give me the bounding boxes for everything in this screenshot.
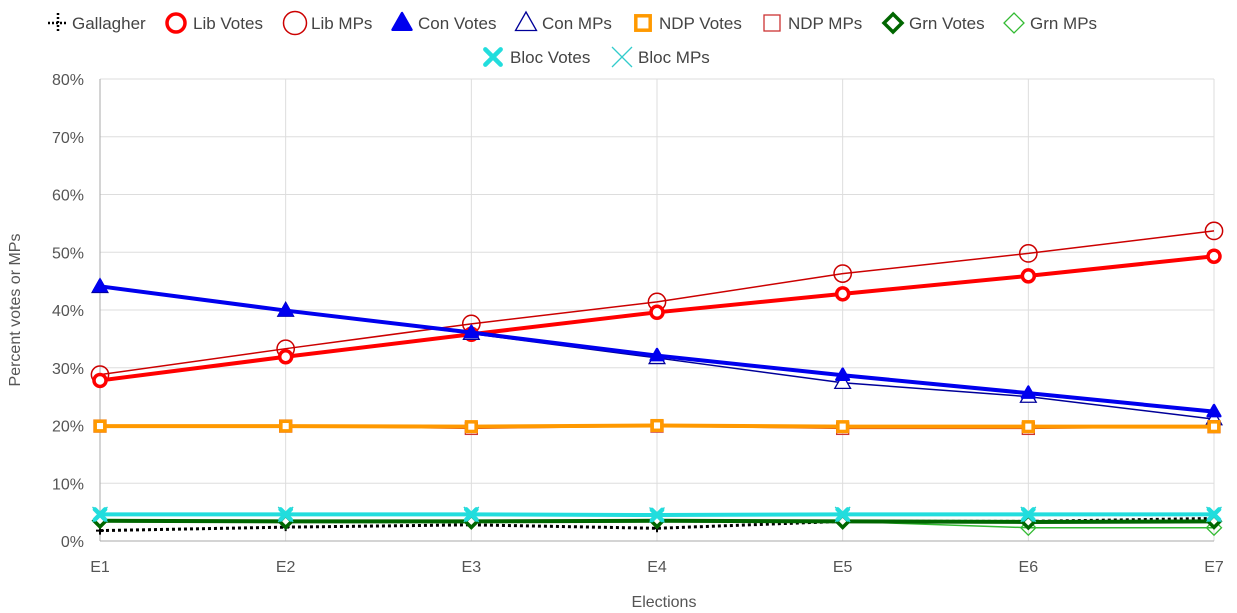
- data-point-con-votes: [835, 367, 851, 382]
- data-point-con-votes: [1020, 385, 1036, 399]
- data-point-con-votes: [278, 302, 294, 317]
- data-point-bloc-votes: [835, 507, 851, 522]
- data-point-grn-mps: [1205, 519, 1223, 537]
- data-point-ndp-votes: [650, 418, 664, 433]
- data-point-con-votes: [649, 347, 665, 362]
- data-point-ndp-votes: [464, 420, 478, 434]
- data-point-con-votes: [92, 278, 108, 293]
- data-point-con-votes: [463, 324, 479, 339]
- legend-marker-con-mps: [514, 10, 538, 32]
- series-ndp-votes: [93, 418, 1221, 434]
- axis-layer: 0% 10% 20% 30% 40% 50% 60% 70% 80% E1 E2 E3 E4 E5 E6 E7: [52, 72, 1224, 576]
- legend-label: Grn MPs: [1030, 14, 1097, 33]
- data-point-lib-mps: [1018, 244, 1038, 263]
- data-point-bloc-votes: [1206, 507, 1222, 522]
- data-point-bloc-votes: [463, 507, 479, 522]
- legend-item-gallagher[interactable]: Gallagher: [48, 13, 146, 33]
- y-axis-title: Percent votes or MPs: [7, 234, 24, 387]
- legend-marker-bloc-mps: [611, 46, 633, 68]
- series-layer: [90, 221, 1224, 537]
- legend-label: Lib MPs: [311, 14, 372, 33]
- y-tick-label: 70%: [52, 130, 84, 147]
- y-tick-label: 40%: [52, 303, 84, 320]
- legend-marker-lib-votes: [165, 12, 187, 34]
- legend-item-bloc-votes[interactable]: Bloc Votes: [483, 47, 590, 67]
- legend-item-grn-votes[interactable]: Grn Votes: [881, 11, 985, 35]
- legend-marker-grn-votes: [881, 11, 905, 35]
- legend-label: Bloc MPs: [638, 48, 710, 67]
- data-point-lib-votes: [649, 304, 665, 321]
- x-tick-label: E1: [90, 559, 110, 576]
- data-point-lib-mps: [1204, 221, 1224, 241]
- legend-item-con-mps[interactable]: Con MPs: [514, 10, 612, 33]
- series-lib-mps: [90, 221, 1224, 385]
- legend-item-grn-mps[interactable]: Grn MPs: [1003, 12, 1097, 34]
- legend-item-ndp-votes[interactable]: NDP Votes: [634, 14, 742, 33]
- series-bloc-votes: [92, 507, 1222, 523]
- legend-label: Con Votes: [418, 14, 496, 33]
- legend-item-con-votes[interactable]: Con Votes: [391, 11, 497, 33]
- data-point-bloc-votes: [278, 507, 294, 522]
- legend-marker-bloc-votes: [483, 47, 503, 67]
- series-con-votes: [92, 278, 1222, 418]
- y-tick-label: 30%: [52, 361, 84, 378]
- legend-item-ndp-mps[interactable]: NDP MPs: [763, 14, 862, 33]
- data-point-lib-votes: [277, 349, 294, 365]
- legend-item-lib-mps[interactable]: Lib MPs: [282, 10, 373, 36]
- data-point-con-mps: [833, 373, 852, 390]
- legend-label: NDP MPs: [788, 14, 862, 33]
- data-point-ndp-votes: [836, 420, 850, 434]
- legend-label: Gallagher: [72, 14, 146, 33]
- x-tick-label: E2: [276, 559, 296, 576]
- y-tick-label: 20%: [52, 419, 84, 436]
- legend-item-bloc-mps[interactable]: Bloc MPs: [611, 46, 710, 68]
- y-tick-label: 80%: [52, 72, 84, 89]
- x-tick-label: E6: [1019, 559, 1039, 576]
- y-tick-label: 10%: [52, 476, 84, 493]
- legend[interactable]: Gallagher Lib Votes Lib MPs Con Votes Con MP…: [48, 10, 1097, 68]
- y-tick-label: 60%: [52, 188, 84, 205]
- data-point-bloc-votes: [92, 507, 108, 522]
- legend-label: Con MPs: [542, 14, 612, 33]
- legend-label: Grn Votes: [909, 14, 985, 33]
- data-point-lib-votes: [92, 372, 108, 389]
- x-tick-label: E7: [1204, 559, 1224, 576]
- data-point-ndp-votes: [1207, 420, 1221, 434]
- data-point-ndp-votes: [279, 419, 293, 433]
- data-point-lib-votes: [1020, 268, 1037, 284]
- data-point-ndp-votes: [93, 419, 107, 433]
- y-tick-label: 0%: [61, 534, 84, 551]
- legend-marker-con-votes: [391, 11, 413, 31]
- y-tick-label: 50%: [52, 245, 84, 262]
- data-point-bloc-votes: [1020, 507, 1036, 522]
- legend-marker-ndp-mps: [763, 14, 781, 32]
- legend-label: Lib Votes: [193, 14, 263, 33]
- x-tick-label: E5: [833, 559, 853, 576]
- data-point-con-votes: [1206, 403, 1222, 418]
- legend-label: Bloc Votes: [510, 48, 590, 67]
- data-point-ndp-votes: [1021, 420, 1035, 434]
- x-tick-label: E4: [647, 559, 667, 576]
- x-tick-label: E3: [462, 559, 482, 576]
- legend-item-lib-votes[interactable]: Lib Votes: [165, 12, 263, 34]
- data-point-lib-votes: [1206, 248, 1222, 265]
- legend-label: NDP Votes: [659, 14, 742, 33]
- legend-marker-ndp-votes: [634, 14, 652, 32]
- series-line-lib-mps: [99, 230, 1215, 376]
- legend-marker-grn-mps: [1003, 12, 1025, 34]
- x-axis-title: Elections: [632, 594, 697, 611]
- data-point-lib-votes: [834, 286, 851, 302]
- legend-marker-lib-mps: [282, 10, 308, 36]
- data-point-bloc-votes: [649, 507, 665, 523]
- data-point-lib-mps: [833, 264, 853, 283]
